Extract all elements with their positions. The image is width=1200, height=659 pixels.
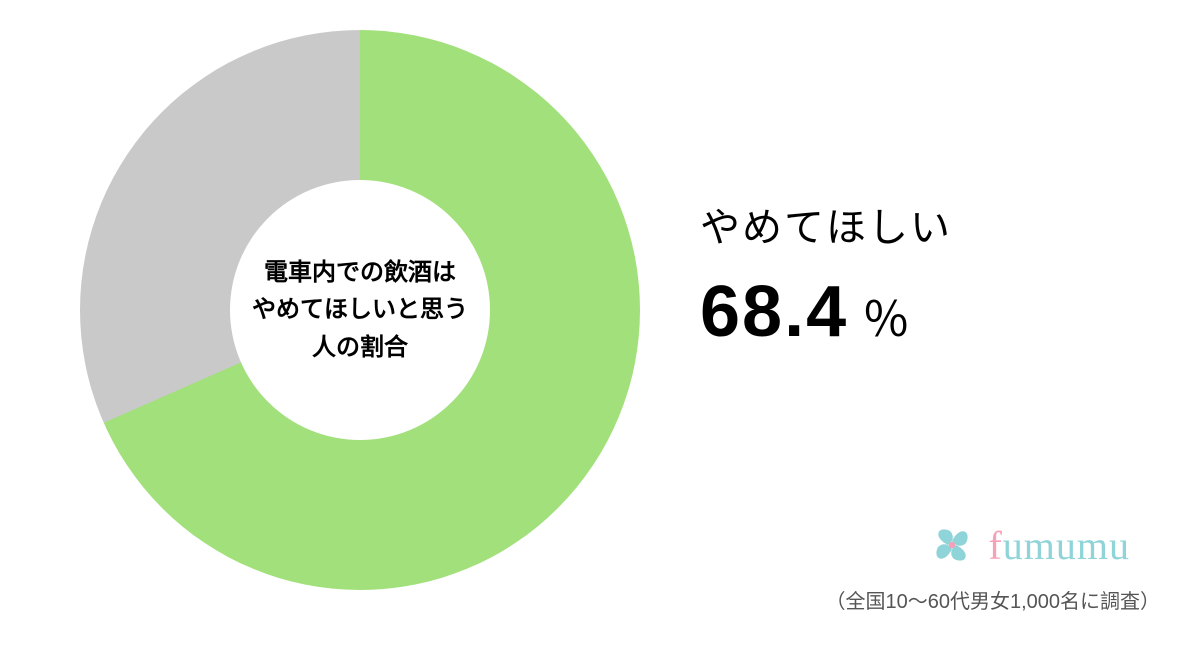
chart-center-label: 電車内での飲酒はやめてほしいと思う人の割合 xyxy=(252,254,468,366)
highlight-value: 68.4 xyxy=(700,271,848,353)
brand-name-rest: umumu xyxy=(1003,523,1130,568)
donut-hole: 電車内での飲酒はやめてほしいと思う人の割合 xyxy=(230,180,490,440)
highlight-label-block: やめてほしい 68.4 ％ xyxy=(700,195,952,353)
survey-footnote: （全国10～60代男女1,000名に調査） xyxy=(825,585,1160,614)
brand-name: fumumu xyxy=(988,522,1130,569)
brand-block: fumumu xyxy=(928,521,1130,569)
highlight-category: やめてほしい xyxy=(700,195,952,253)
highlight-value-row: 68.4 ％ xyxy=(700,271,952,353)
donut-chart: 電車内での飲酒はやめてほしいと思う人の割合 xyxy=(80,30,640,590)
brand-name-first: f xyxy=(988,523,1002,568)
brand-logo-icon xyxy=(928,521,976,569)
highlight-unit: ％ xyxy=(862,280,910,350)
